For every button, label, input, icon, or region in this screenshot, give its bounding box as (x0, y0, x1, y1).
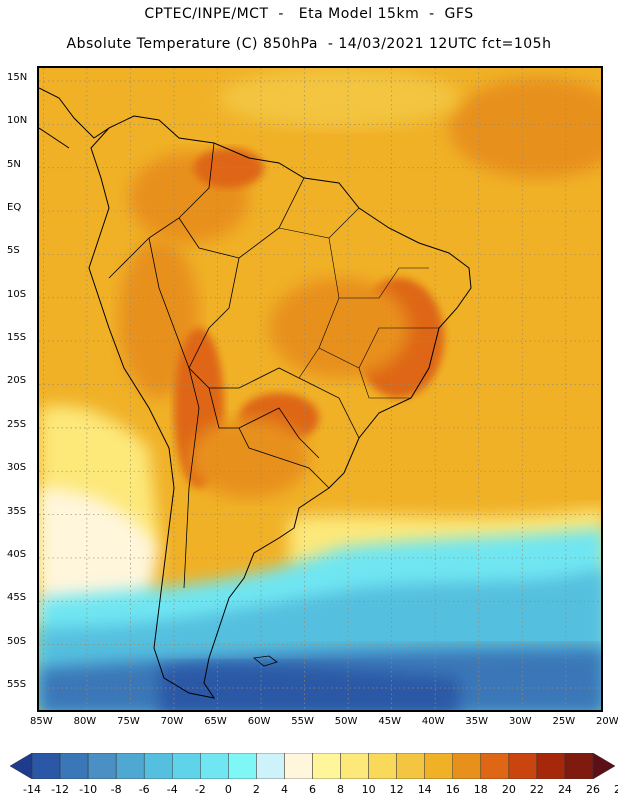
lat-tick-label: 20S (7, 375, 27, 387)
south-america-coastline (88, 115, 472, 699)
colorbar-cell (284, 753, 313, 779)
colorbar-cell (200, 753, 229, 779)
warm-area-peru (119, 238, 199, 398)
lat-tick-label: 25S (7, 418, 27, 430)
lon-tick-label: 35W (465, 716, 489, 727)
colorbar-tick-label: -8 (110, 783, 122, 796)
colorbar-end-left (10, 753, 33, 779)
colorbar-tick-label: -4 (166, 783, 178, 796)
colorbar-tick-label: 22 (529, 783, 544, 796)
lat-tick-label: 40S (7, 548, 27, 560)
map-title-line2: Absolute Temperature (C) 850hPa - 14/03/… (66, 36, 552, 52)
lat-tick-label: 45S (7, 592, 27, 604)
lat-tick-label: 55S (7, 678, 27, 690)
colorbar-tick-label: 0 (224, 783, 232, 796)
lon-tick-label: 85W (30, 716, 53, 727)
colorbar-cell (31, 753, 61, 779)
colorbar-tick-label: 10 (361, 783, 376, 796)
colorbar-cell (368, 753, 397, 779)
colorbar-tick-label: 28 (614, 783, 618, 796)
colorbar-tick-label: 26 (586, 783, 600, 796)
lon-tick-label: 20W (596, 716, 618, 727)
colorbar-cell (256, 753, 285, 779)
colorbar-cell (143, 753, 173, 779)
colorbar-tick-label: 14 (417, 783, 432, 796)
lat-tick-label: 50S (7, 635, 27, 647)
colorbar-tick-label: -6 (138, 783, 150, 796)
warm-area-brazil-central (269, 278, 409, 378)
colorbar-cell (172, 753, 201, 779)
lat-tick-label: 10S (7, 288, 27, 300)
temperature-map (39, 68, 601, 710)
lon-tick-label: 75W (117, 716, 140, 727)
colorbar-tick-label: -14 (23, 783, 41, 796)
falkland-islands (253, 655, 278, 667)
central-america-coastline (39, 87, 110, 149)
lon-tick-label: 25W (552, 716, 576, 727)
lat-tick-label: 10N (7, 115, 28, 127)
lon-tick-label: 60W (247, 716, 271, 727)
colorbar-cell (87, 753, 117, 779)
lon-tick-label: 45W (378, 716, 401, 727)
colorbar-cell (508, 753, 538, 779)
colorbar-tick-label: 2 (252, 783, 260, 796)
warm-area-argentina-north (189, 418, 309, 498)
colorbar-tick-label: 8 (337, 783, 345, 796)
colorbar-tick-label: 20 (501, 783, 516, 796)
colorbar-cell (59, 753, 89, 779)
warm-area-northeast (449, 78, 601, 178)
colorbar-tick-label: 24 (557, 783, 572, 796)
map-panel (37, 66, 603, 712)
colorbar-tick-label: 16 (445, 783, 460, 796)
colorbar-cell (452, 753, 482, 779)
colorbar-tick-label: -12 (51, 783, 70, 796)
colorbar-cell (115, 753, 145, 779)
temperature-colorbar (10, 753, 615, 779)
colorbar-tick-label: 6 (309, 783, 316, 796)
map-title-line1: CPTEC/INPE/MCT - Eta Model 15km - GFS (144, 6, 474, 22)
lat-tick-label: 30S (7, 462, 27, 474)
coldest-area-south (159, 663, 459, 710)
lat-tick-label: 15S (7, 332, 27, 344)
colorbar-tick-label: 4 (280, 783, 288, 796)
lon-tick-label: 30W (508, 716, 532, 727)
colorbar-cell (564, 753, 594, 779)
lat-tick-label: 15N (7, 72, 28, 83)
lon-tick-label: 65W (204, 716, 227, 727)
lat-tick-label: 35S (7, 505, 27, 517)
lon-tick-label: 55W (291, 716, 314, 727)
colorbar-cell (340, 753, 369, 779)
lat-tick-label: 5S (7, 245, 20, 257)
colorbar-cell (228, 753, 257, 779)
colorbar-tick-label: 18 (473, 783, 488, 796)
colorbar-cell (424, 753, 454, 779)
colorbar-cell (536, 753, 566, 779)
lat-tick-label: EQ (7, 202, 22, 214)
colorbar-tick-label: -10 (79, 783, 98, 796)
lon-tick-label: 80W (73, 716, 97, 727)
lon-tick-label: 50W (334, 716, 358, 727)
lat-tick-label: 5N (7, 158, 21, 170)
state-borders (278, 207, 439, 399)
lon-tick-label: 70W (160, 716, 184, 727)
colorbar-tick-label: -2 (194, 783, 206, 796)
colorbar-cell (480, 753, 510, 779)
colorbar-tick-label: 12 (389, 783, 404, 796)
country-borders (108, 142, 360, 589)
temp-area-north (219, 68, 459, 128)
colorbar-cell (312, 753, 341, 779)
colorbar-end-right (592, 753, 615, 779)
lon-tick-label: 40W (421, 716, 445, 727)
colorbar-cell (396, 753, 425, 779)
